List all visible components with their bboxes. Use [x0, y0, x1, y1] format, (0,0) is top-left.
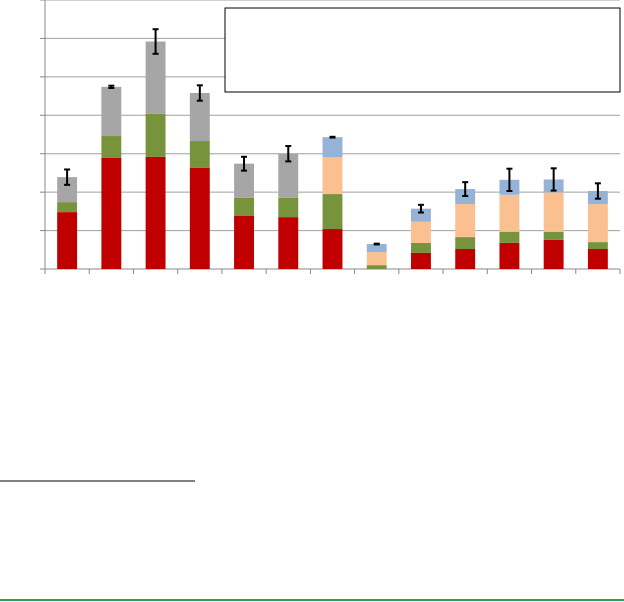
error-bar	[285, 145, 292, 163]
error-bar	[152, 28, 159, 55]
bar-segment	[101, 157, 122, 269]
bar-segment	[543, 239, 564, 269]
bar-segment	[587, 204, 608, 243]
bar-segment	[189, 141, 210, 168]
bar-segment	[322, 157, 343, 195]
error-bar	[329, 135, 336, 139]
bar-segment	[322, 194, 343, 230]
error-bar	[64, 168, 71, 186]
bar-segment	[57, 177, 78, 203]
bar-segment	[543, 192, 564, 232]
bar-segment	[189, 92, 210, 142]
bar-segment	[101, 86, 122, 137]
bar-segment	[411, 252, 431, 269]
bar-segment	[57, 202, 78, 213]
bar-segment	[499, 194, 520, 232]
error-bar	[506, 167, 513, 192]
bar-segment	[234, 197, 254, 216]
error-bar	[550, 167, 557, 192]
bar-segment	[366, 252, 387, 266]
bar-segment	[411, 242, 431, 253]
error-bar	[241, 155, 248, 172]
bar-segment	[411, 221, 431, 243]
bar-segment	[411, 208, 431, 222]
bar-segment	[278, 217, 299, 269]
bar-segment	[455, 204, 476, 238]
bar-segment	[278, 153, 299, 198]
bar-segment	[101, 136, 122, 158]
bar-segment	[455, 249, 476, 269]
error-bar	[196, 84, 203, 102]
bar-segment	[145, 156, 166, 269]
bar-segment	[455, 237, 476, 250]
bar-segment	[322, 137, 343, 158]
error-bar	[373, 242, 380, 246]
bar-segment	[57, 212, 78, 269]
bar-segment	[145, 113, 166, 157]
bar-segment	[322, 229, 343, 269]
bar-segment	[366, 265, 387, 269]
error-bar	[462, 181, 469, 197]
bar-segment	[587, 242, 608, 250]
bar-segment	[587, 249, 608, 269]
bar-segment	[278, 197, 299, 218]
bar-segment	[234, 163, 254, 198]
bar-segment	[145, 41, 166, 114]
bar-segment	[189, 167, 210, 269]
error-bar	[417, 203, 424, 214]
error-bar	[108, 84, 115, 90]
error-bar	[594, 182, 601, 200]
legend-box	[224, 7, 621, 93]
bar-segment	[499, 231, 520, 243]
bar-segment	[499, 242, 520, 269]
bar-segment	[234, 215, 254, 269]
bar-segment	[543, 231, 564, 240]
bar-segment	[366, 244, 387, 253]
